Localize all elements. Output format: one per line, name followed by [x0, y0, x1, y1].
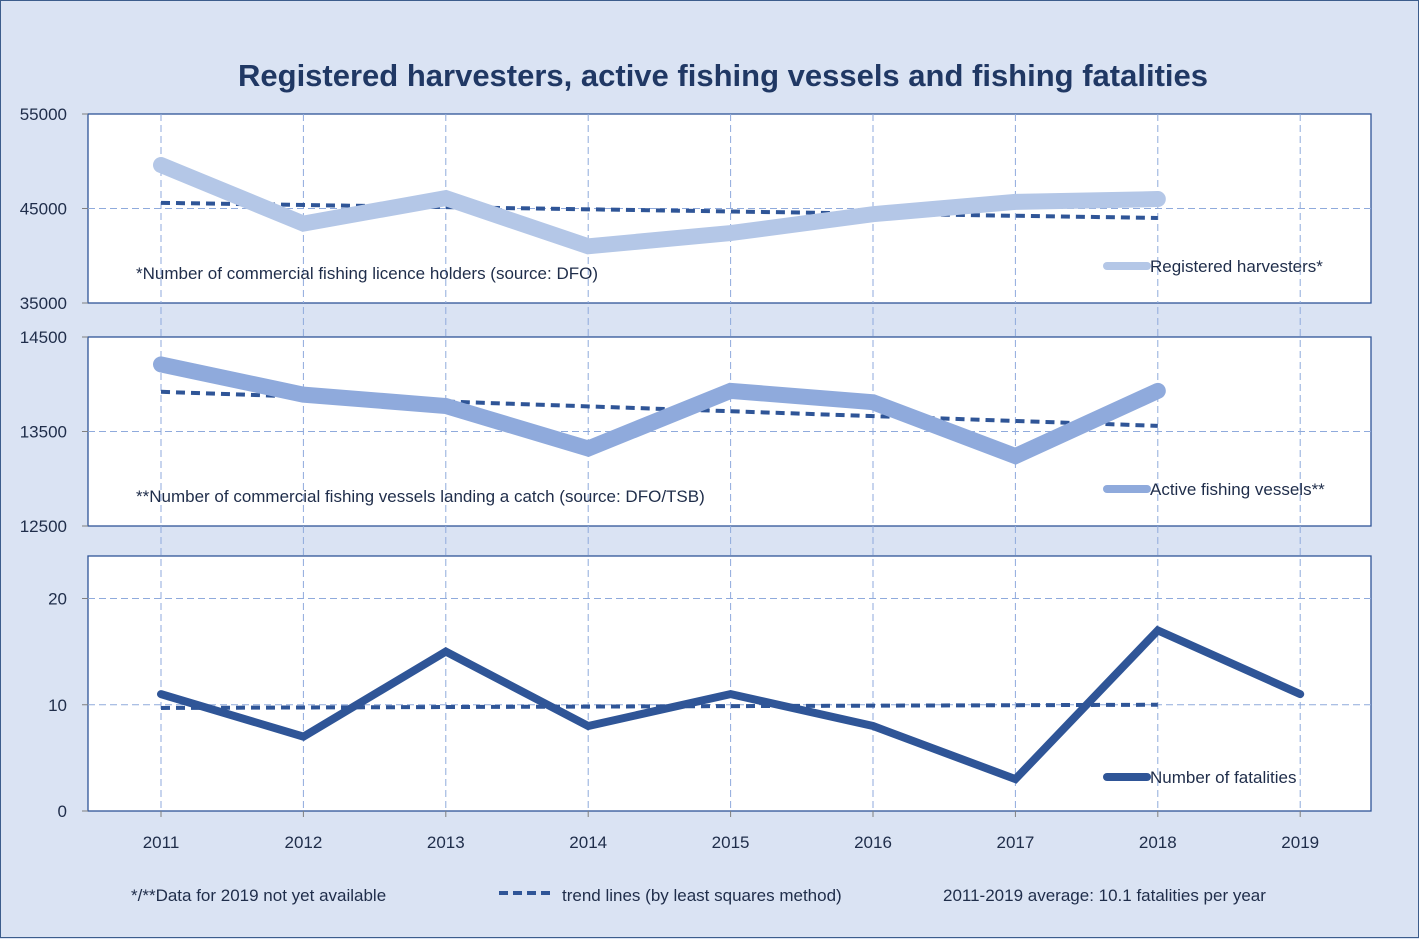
panel-harvesters: 55000 45000 35000 *Number of commercial fis… — [20, 105, 1371, 313]
panel-fatalities: 20 10 0 Number of fatalities — [48, 526, 1371, 821]
y-tick-label: 55000 — [20, 105, 67, 124]
chart-title: Registered harvesters, active fishing ve… — [238, 58, 1208, 93]
legend-label: Number of fatalities — [1150, 768, 1296, 787]
x-tick-label: 2011 — [143, 833, 180, 852]
x-axis: 2011 2012 2013 2014 2015 2016 2017 2018 2019 — [143, 811, 1319, 852]
chart-panels: 55000 45000 35000 *Number of commercial fis… — [20, 105, 1371, 821]
x-tick-label: 2012 — [284, 833, 322, 852]
y-tick-label: 13500 — [20, 423, 67, 442]
x-tick-label: 2019 — [1281, 833, 1319, 852]
x-tick-label: 2017 — [996, 833, 1034, 852]
average-note: 2011-2019 average: 10.1 fatalities per y… — [943, 886, 1266, 905]
legend-label: Active fishing vessels** — [1150, 480, 1325, 499]
y-tick-label: 14500 — [20, 328, 67, 347]
panel-vessels: 14500 13500 12500 **Number of commercial fi… — [20, 307, 1371, 536]
trend-legend-label: trend lines (by least squares method) — [562, 886, 842, 905]
y-tick-label: 35000 — [20, 294, 67, 313]
x-tick-label: 2016 — [854, 833, 892, 852]
x-tick-label: 2015 — [712, 833, 750, 852]
panel-note: *Number of commercial fishing licence ho… — [136, 264, 598, 283]
chart-footer: */**Data for 2019 not yet available tren… — [131, 886, 1266, 905]
x-tick-label: 2014 — [569, 833, 607, 852]
availability-note: */**Data for 2019 not yet available — [131, 886, 386, 905]
x-tick-label: 2018 — [1139, 833, 1177, 852]
y-tick-label: 45000 — [20, 200, 67, 219]
y-tick-label: 0 — [58, 802, 67, 821]
panel-note: **Number of commercial fishing vessels l… — [136, 487, 705, 506]
y-tick-label: 12500 — [20, 517, 67, 536]
y-tick-label: 10 — [48, 696, 67, 715]
x-tick-label: 2013 — [427, 833, 465, 852]
y-tick-label: 20 — [48, 590, 67, 609]
legend-label: Registered harvesters* — [1150, 257, 1323, 276]
